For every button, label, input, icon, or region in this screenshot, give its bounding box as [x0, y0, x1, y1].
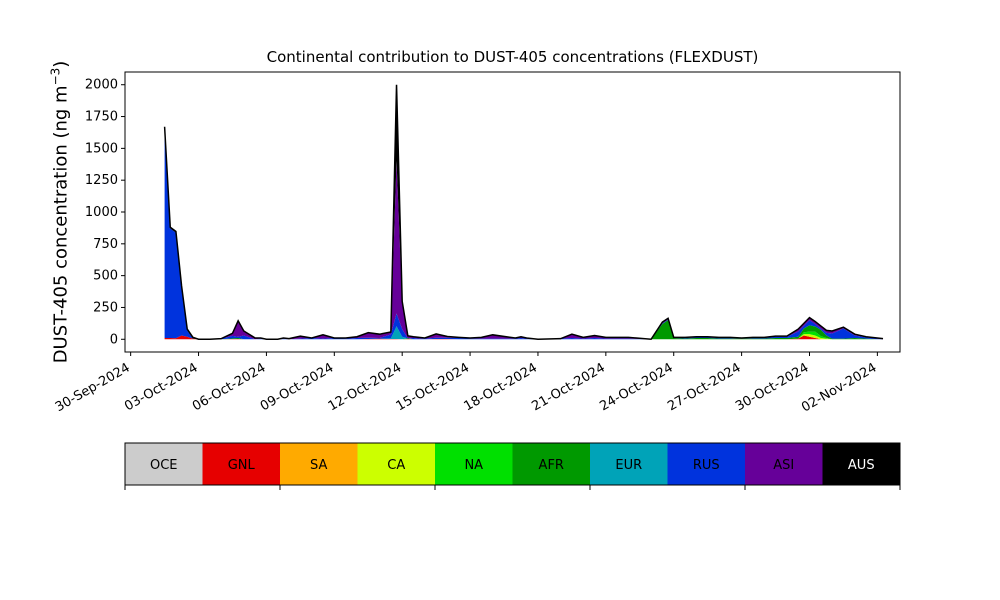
- x-tick-label: 12-Oct-2024: [326, 360, 404, 414]
- legend-swatch-rus: [667, 443, 745, 485]
- x-tick-label: 06-Oct-2024: [190, 360, 268, 414]
- legend-swatch-asi: [745, 443, 823, 485]
- legend-label-sa: SA: [310, 458, 327, 473]
- legend-swatch-eur: [590, 443, 668, 485]
- legend-swatch-sa: [280, 443, 358, 485]
- area-na: [164, 331, 884, 340]
- legend-label-ca: CA: [387, 458, 405, 473]
- legend-label-afr: AFR: [539, 458, 564, 473]
- x-tick-label: 30-Oct-2024: [733, 360, 811, 414]
- y-tick-label: 1750: [85, 110, 118, 125]
- x-tick-label: 09-Oct-2024: [258, 360, 336, 414]
- chart-title: Continental contribution to DUST-405 con…: [266, 48, 759, 66]
- y-tick-label: 750: [93, 237, 118, 252]
- x-tick-label: 24-Oct-2024: [597, 360, 675, 414]
- y-tick-label: 250: [93, 300, 118, 315]
- y-tick-label: 0: [110, 332, 118, 347]
- legend-swatch-na: [435, 443, 513, 485]
- legend-label-gnl: GNL: [228, 458, 256, 473]
- legend-label-asi: ASI: [773, 458, 794, 473]
- y-tick-label: 500: [93, 269, 118, 284]
- plot-frame: [124, 71, 901, 353]
- y-tick-label: 1500: [85, 141, 118, 156]
- y-tick-label: 1000: [85, 205, 118, 220]
- legend-label-aus: AUS: [848, 458, 875, 473]
- total-outline: [163, 84, 884, 341]
- y-tick-label: 1250: [85, 173, 118, 188]
- x-tick-label: 21-Oct-2024: [529, 360, 607, 414]
- legend-swatch-gnl: [202, 443, 280, 485]
- area-ca: [164, 334, 884, 340]
- x-tick-label: 15-Oct-2024: [394, 360, 472, 414]
- legend-swatch-afr: [512, 443, 590, 485]
- x-tick-label: 02-Nov-2024: [799, 360, 879, 415]
- legend-label-na: NA: [464, 458, 483, 473]
- area-gnl: [164, 335, 884, 340]
- legend-swatch-aus: [822, 443, 900, 485]
- legend-label-rus: RUS: [693, 458, 720, 473]
- y-tick-label: 2000: [85, 78, 118, 93]
- legend-swatch-ca: [357, 443, 435, 485]
- x-tick-label: 03-Oct-2024: [122, 360, 200, 414]
- legend-label-eur: EUR: [615, 458, 642, 473]
- x-tick-label: 30-Sep-2024: [53, 360, 133, 415]
- x-tick-label: 27-Oct-2024: [665, 360, 743, 414]
- x-tick-label: 18-Oct-2024: [462, 360, 540, 414]
- legend-swatch-oce: [125, 443, 203, 485]
- colorbar-frame: [124, 442, 901, 486]
- legend-label-oce: OCE: [150, 458, 178, 473]
